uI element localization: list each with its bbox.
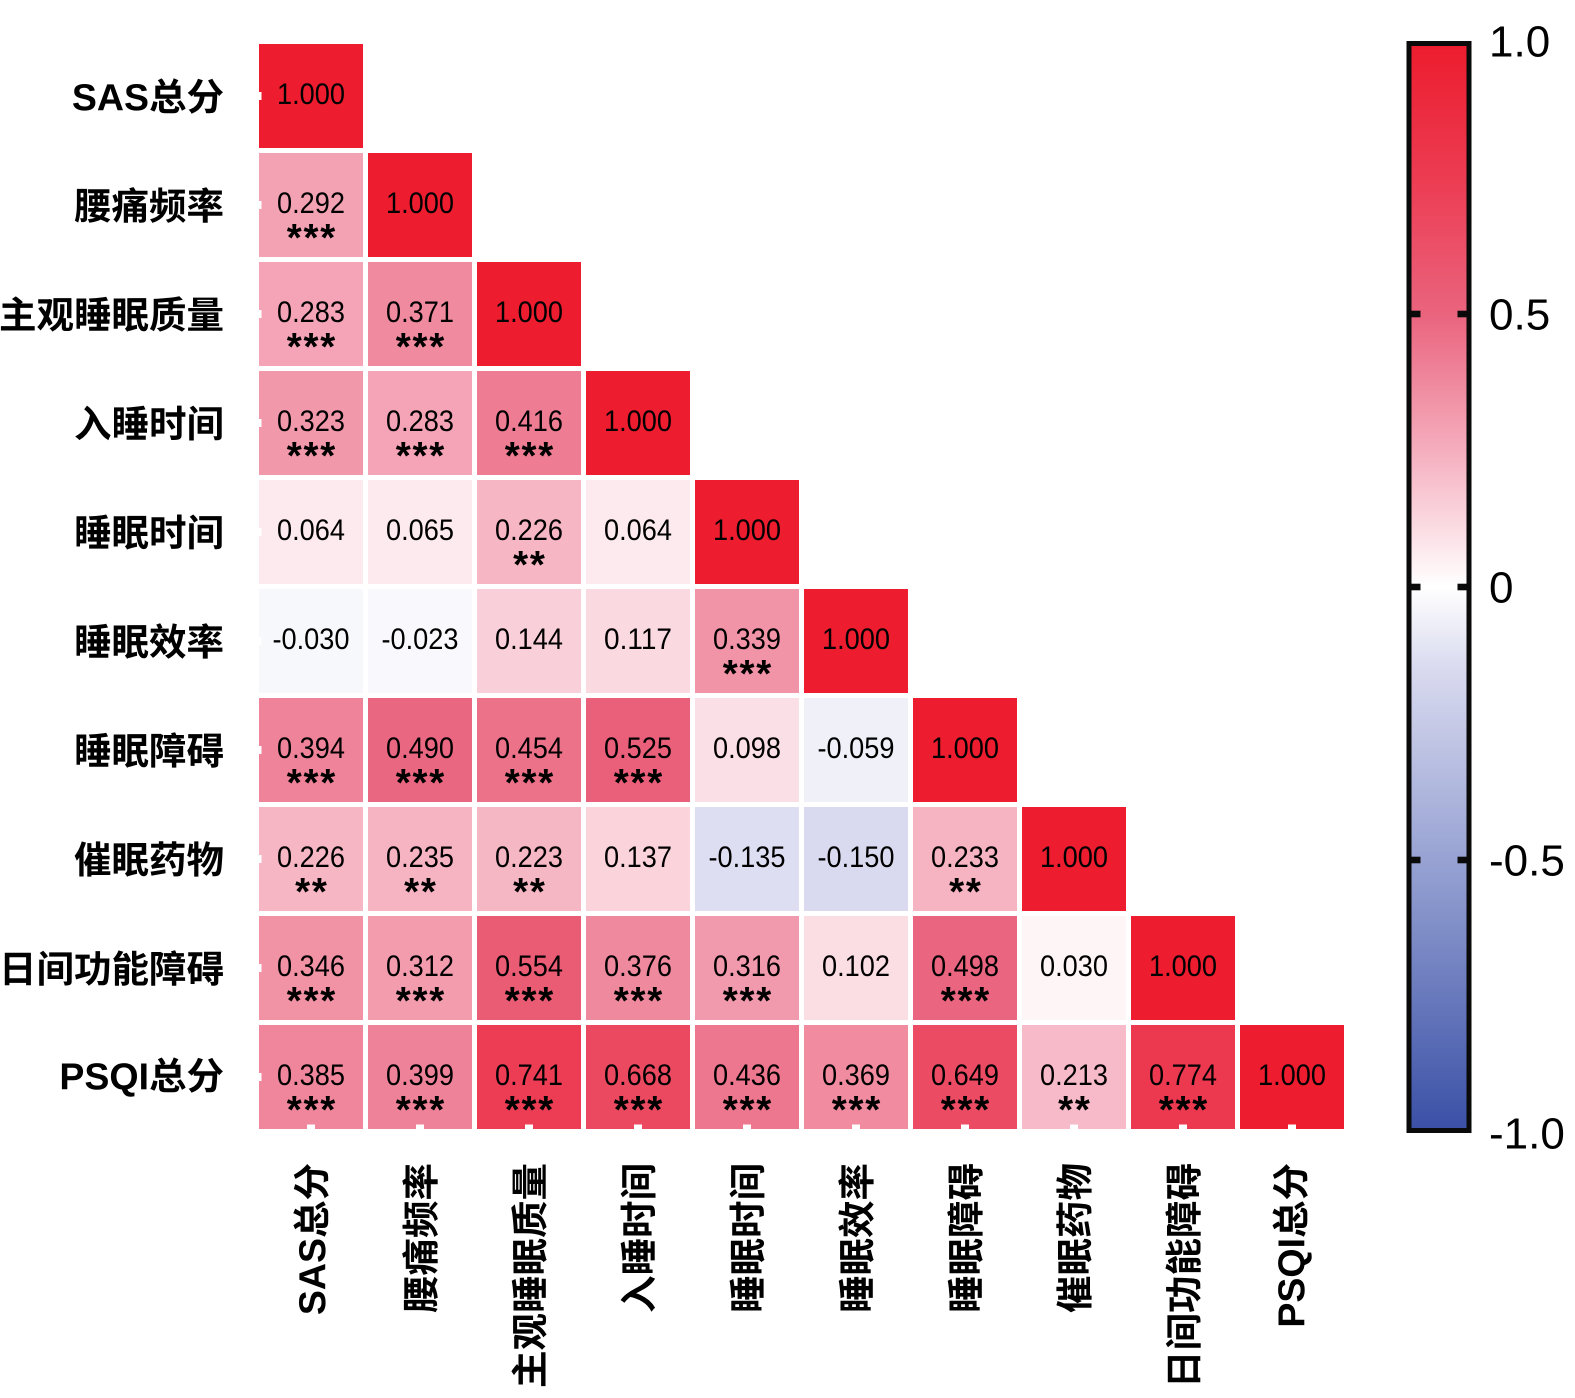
- svg-text:***: ***: [396, 762, 446, 805]
- svg-text:0.235: 0.235: [386, 841, 454, 874]
- svg-text:0.5: 0.5: [1489, 290, 1550, 339]
- svg-text:0.283: 0.283: [277, 296, 345, 329]
- svg-text:0.649: 0.649: [931, 1059, 999, 1092]
- svg-text:***: ***: [723, 980, 773, 1023]
- svg-text:0.385: 0.385: [277, 1059, 345, 1092]
- svg-text:-0.023: -0.023: [382, 623, 459, 656]
- svg-text:0.454: 0.454: [495, 732, 563, 765]
- svg-text:***: ***: [1159, 1089, 1209, 1132]
- svg-text:0.525: 0.525: [604, 732, 672, 765]
- svg-text:***: ***: [287, 217, 337, 260]
- svg-text:-0.5: -0.5: [1489, 836, 1565, 885]
- svg-text:**: **: [513, 871, 547, 914]
- svg-text:0: 0: [1489, 563, 1513, 612]
- svg-text:0.117: 0.117: [604, 623, 672, 656]
- svg-text:0.064: 0.064: [604, 514, 672, 547]
- svg-text:***: ***: [287, 326, 337, 369]
- svg-text:***: ***: [614, 980, 664, 1023]
- svg-text:0.226: 0.226: [495, 514, 563, 547]
- svg-text:**: **: [295, 871, 329, 914]
- svg-text:***: ***: [723, 653, 773, 696]
- svg-text:0.137: 0.137: [604, 841, 672, 874]
- svg-text:0.065: 0.065: [386, 514, 454, 547]
- svg-text:0.399: 0.399: [386, 1059, 454, 1092]
- svg-text:-0.059: -0.059: [818, 732, 895, 765]
- svg-text:**: **: [404, 871, 438, 914]
- svg-text:**: **: [949, 871, 983, 914]
- svg-text:0.371: 0.371: [386, 296, 454, 329]
- svg-text:***: ***: [505, 1089, 555, 1132]
- svg-text:0.064: 0.064: [277, 514, 345, 547]
- svg-text:***: ***: [505, 980, 555, 1023]
- svg-text:0.369: 0.369: [822, 1059, 890, 1092]
- svg-text:***: ***: [505, 762, 555, 805]
- svg-text:1.000: 1.000: [931, 732, 999, 765]
- svg-text:0.339: 0.339: [713, 623, 781, 656]
- svg-text:0.226: 0.226: [277, 841, 345, 874]
- svg-text:1.000: 1.000: [604, 405, 672, 438]
- svg-text:0.144: 0.144: [495, 623, 563, 656]
- svg-text:**: **: [1058, 1089, 1092, 1132]
- svg-text:***: ***: [396, 980, 446, 1023]
- svg-text:0.554: 0.554: [495, 950, 563, 983]
- svg-text:1.000: 1.000: [1040, 841, 1108, 874]
- svg-text:0.416: 0.416: [495, 405, 563, 438]
- svg-text:0.223: 0.223: [495, 841, 563, 874]
- svg-text:0.774: 0.774: [1149, 1059, 1217, 1092]
- svg-text:1.000: 1.000: [277, 78, 345, 111]
- svg-text:-0.135: -0.135: [709, 841, 786, 874]
- svg-text:***: ***: [505, 435, 555, 478]
- svg-text:***: ***: [723, 1089, 773, 1132]
- svg-text:0.323: 0.323: [277, 405, 345, 438]
- svg-text:**: **: [513, 544, 547, 587]
- svg-text:0.436: 0.436: [713, 1059, 781, 1092]
- svg-text:***: ***: [287, 1089, 337, 1132]
- svg-text:***: ***: [287, 980, 337, 1023]
- svg-text:0.376: 0.376: [604, 950, 672, 983]
- svg-text:0.346: 0.346: [277, 950, 345, 983]
- svg-text:1.000: 1.000: [713, 514, 781, 547]
- svg-text:0.741: 0.741: [495, 1059, 563, 1092]
- svg-text:0.394: 0.394: [277, 732, 345, 765]
- svg-text:***: ***: [832, 1089, 882, 1132]
- svg-text:0.498: 0.498: [931, 950, 999, 983]
- svg-text:***: ***: [396, 1089, 446, 1132]
- svg-text:***: ***: [396, 326, 446, 369]
- svg-text:0.098: 0.098: [713, 732, 781, 765]
- svg-text:***: ***: [287, 435, 337, 478]
- svg-text:-0.150: -0.150: [818, 841, 895, 874]
- svg-text:0.312: 0.312: [386, 950, 454, 983]
- svg-text:1.000: 1.000: [495, 296, 563, 329]
- svg-text:1.000: 1.000: [386, 187, 454, 220]
- svg-text:0.102: 0.102: [822, 950, 890, 983]
- svg-text:***: ***: [614, 762, 664, 805]
- svg-text:0.233: 0.233: [931, 841, 999, 874]
- svg-text:***: ***: [614, 1089, 664, 1132]
- svg-text:0.213: 0.213: [1040, 1059, 1108, 1092]
- svg-text:1.000: 1.000: [1258, 1059, 1326, 1092]
- svg-text:0.668: 0.668: [604, 1059, 672, 1092]
- svg-text:0.283: 0.283: [386, 405, 454, 438]
- svg-text:***: ***: [287, 762, 337, 805]
- svg-text:1.000: 1.000: [822, 623, 890, 656]
- svg-text:0.292: 0.292: [277, 187, 345, 220]
- svg-text:***: ***: [941, 980, 991, 1023]
- svg-text:***: ***: [396, 435, 446, 478]
- svg-text:1.0: 1.0: [1489, 17, 1550, 66]
- svg-text:1.000: 1.000: [1149, 950, 1217, 983]
- svg-text:-0.030: -0.030: [273, 623, 350, 656]
- svg-text:0.316: 0.316: [713, 950, 781, 983]
- svg-text:0.490: 0.490: [386, 732, 454, 765]
- svg-text:***: ***: [941, 1089, 991, 1132]
- svg-text:0.030: 0.030: [1040, 950, 1108, 983]
- svg-text:-1.0: -1.0: [1489, 1109, 1565, 1158]
